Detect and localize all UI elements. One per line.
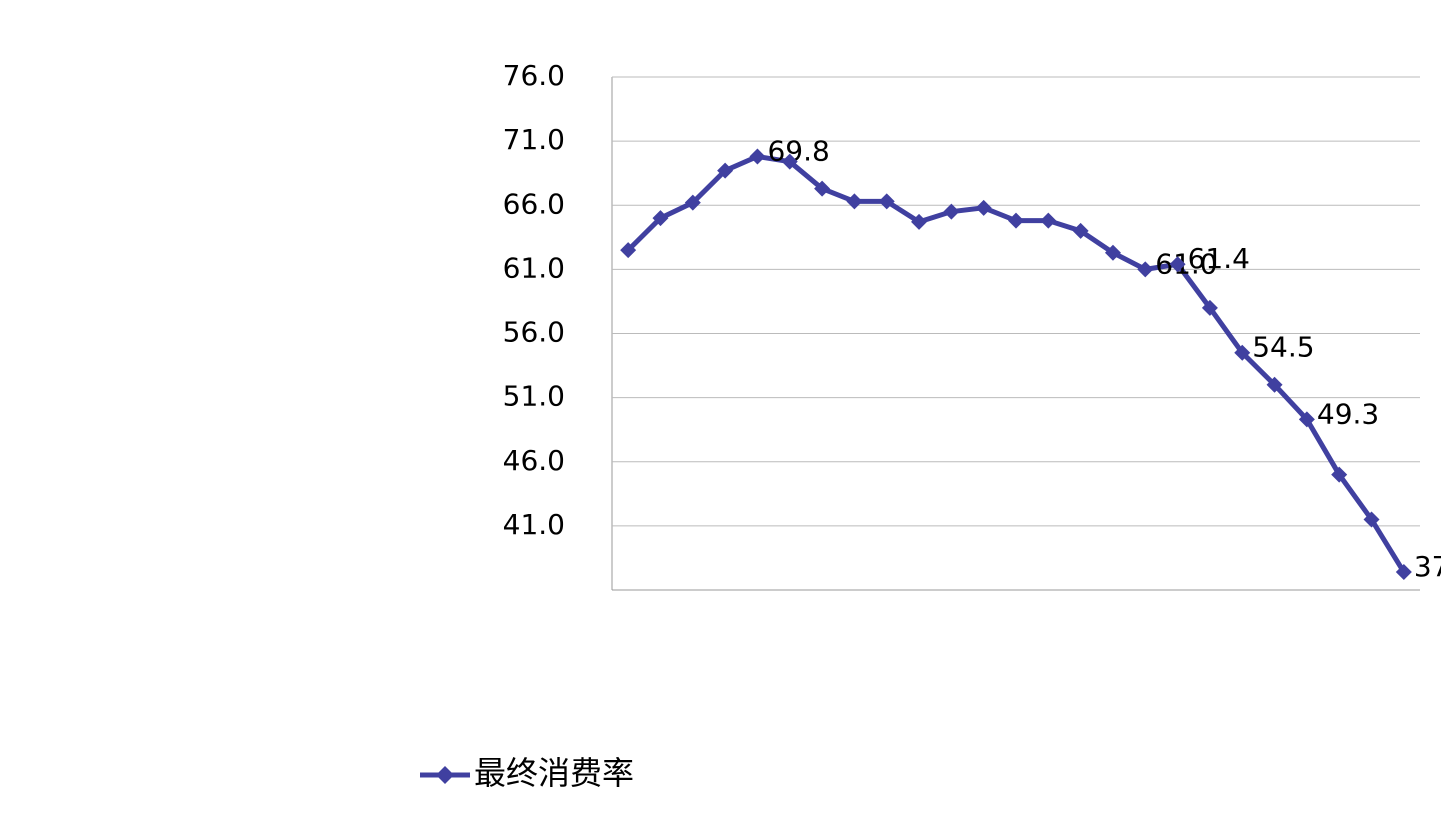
data-point: [1072, 222, 1089, 239]
data-point: [846, 193, 863, 210]
data-point: [749, 148, 766, 165]
y-tick-label: 51.0: [503, 380, 565, 413]
y-tick-label: 56.0: [503, 316, 565, 349]
data-point: [1266, 376, 1283, 393]
data-point: [1040, 212, 1057, 229]
data-point: [717, 162, 734, 179]
y-tick-label: 46.0: [503, 444, 565, 477]
data-point: [1008, 212, 1024, 229]
data-point: [781, 153, 798, 170]
data-point: [620, 242, 637, 259]
data-label: 49.3: [1317, 397, 1379, 430]
y-tick-label: 61.0: [503, 251, 565, 284]
data-point: [814, 180, 831, 197]
data-label: 37.4: [1414, 550, 1441, 583]
data-point: [943, 203, 960, 220]
data-point: [1363, 511, 1380, 528]
data-label: 61.4: [1188, 242, 1250, 275]
y-tick-label: 71.0: [503, 123, 565, 156]
data-point: [652, 210, 669, 227]
data-label: 61.0: [1155, 247, 1217, 280]
y-tick-label: 66.0: [503, 187, 565, 220]
data-point: [1298, 411, 1315, 428]
data-point: [1395, 564, 1412, 581]
data-point: [1137, 261, 1154, 278]
data-point: [1201, 299, 1218, 316]
y-tick-label: 76.0: [503, 59, 565, 92]
data-label: 54.5: [1252, 331, 1314, 364]
data-point: [975, 199, 992, 216]
data-point: [684, 194, 701, 211]
data-point: [1169, 256, 1186, 273]
data-point: [911, 213, 928, 230]
data-point: [1331, 466, 1348, 483]
legend-marker: [436, 766, 454, 784]
data-label: 69.8: [767, 135, 829, 168]
data-point: [878, 193, 895, 210]
data-point: [1234, 344, 1251, 361]
legend-label: 最终消费率: [474, 754, 634, 792]
data-point: [1104, 244, 1121, 261]
y-tick-label: 41.0: [503, 508, 565, 541]
